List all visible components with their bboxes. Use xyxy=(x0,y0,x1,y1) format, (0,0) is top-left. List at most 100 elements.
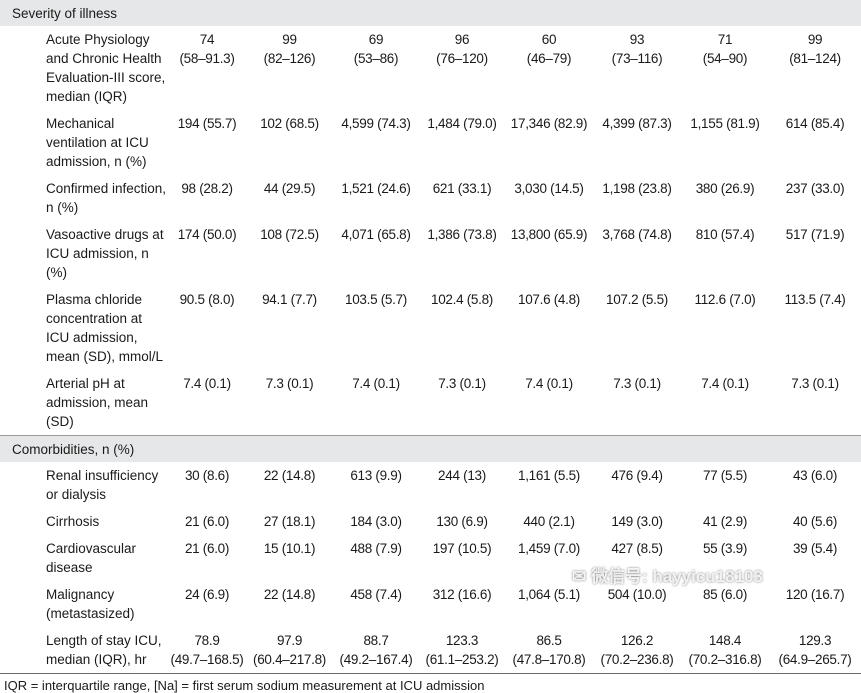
cell-range: (70.2–236.8) xyxy=(600,652,674,667)
cell-value: 7.4 (0.1) xyxy=(352,376,400,391)
cell-value: 504 (10.0) xyxy=(607,587,667,602)
row-label: Malignancy (metastasized) xyxy=(46,587,135,621)
cell-range: (81–124) xyxy=(789,51,841,66)
cell-value: 7.4 (0.1) xyxy=(525,376,573,391)
cell-value: 88.7 xyxy=(363,633,389,648)
cell-value: 93 xyxy=(629,32,645,47)
table-cell: 4,599 (74.3) xyxy=(333,110,419,175)
table-cell: 312 (16.6) xyxy=(419,581,505,627)
cell-range: (49.7–168.5) xyxy=(170,652,244,667)
cell-value: 13,800 (65.9) xyxy=(510,227,588,242)
table-row: Acute Physiology and Chronic Health Eval… xyxy=(0,26,861,110)
cell-value: 614 (85.4) xyxy=(785,116,845,131)
table-cell: 148.4 (70.2–316.8) xyxy=(681,627,769,674)
cell-value: 427 (8.5) xyxy=(611,541,663,556)
cell-value: 1,484 (79.0) xyxy=(427,116,497,131)
table-cell: 476 (9.4) xyxy=(593,462,681,508)
table-cell: 120 (16.7) xyxy=(769,581,861,627)
table-cell: 380 (26.9) xyxy=(681,175,769,221)
cell-range: (49.2–167.4) xyxy=(339,652,413,667)
cell-value: 24 (6.9) xyxy=(184,587,230,602)
table-cell: 30 (8.6) xyxy=(168,462,246,508)
table-cell: 1,459 (7.0) xyxy=(505,535,593,581)
table-cell: 44 (29.5) xyxy=(246,175,333,221)
table-cell: 27 (18.1) xyxy=(246,508,333,535)
table-row: Mechanical ventilation at ICU admission,… xyxy=(0,110,861,175)
table-cell: 102.4 (5.8) xyxy=(419,286,505,370)
row-label: Acute Physiology and Chronic Health Eval… xyxy=(46,32,166,104)
cell-value: 108 (72.5) xyxy=(260,227,319,242)
cell-value: 7.3 (0.1) xyxy=(265,376,314,391)
cell-range: (60.4–217.8) xyxy=(253,652,326,667)
table-cell: 13,800 (65.9) xyxy=(505,221,593,286)
cell-value: 21 (6.0) xyxy=(184,514,230,529)
table-cell: 86.5 (47.8–170.8) xyxy=(505,627,593,674)
table-cell: 93 (73–116) xyxy=(593,26,681,110)
table-cell: 41 (2.9) xyxy=(681,508,769,535)
table-row: Vasoactive drugs at ICU admission, n (%)… xyxy=(0,221,861,286)
table-cell: 113.5 (7.4) xyxy=(769,286,861,370)
table-cell: 244 (13) xyxy=(419,462,505,508)
cell-range: (70.2–316.8) xyxy=(688,652,762,667)
cell-value: 3,030 (14.5) xyxy=(514,181,584,196)
cell-value: 85 (6.0) xyxy=(702,587,748,602)
cell-value: 21 (6.0) xyxy=(184,541,230,556)
cell-value: 517 (71.9) xyxy=(785,227,845,242)
table-cell: 98 (28.2) xyxy=(168,175,246,221)
table-row: Malignancy (metastasized) 24 (6.9) 22 (14.… xyxy=(0,581,861,627)
table-cell: 7.3 (0.1) xyxy=(419,370,505,436)
cell-value: 107.6 (4.8) xyxy=(518,292,580,307)
watermark: ✉ 微信号: hayyicu18103 xyxy=(572,562,763,587)
cell-value: 129.3 xyxy=(798,633,832,648)
cell-value: 7.4 (0.1) xyxy=(701,376,749,391)
table-cell: 194 (55.7) xyxy=(168,110,246,175)
cell-value: 458 (7.4) xyxy=(350,587,402,602)
table-cell: 85 (6.0) xyxy=(681,581,769,627)
table-cell: 1,161 (5.5) xyxy=(505,462,593,508)
cell-value: 130 (6.9) xyxy=(436,514,488,529)
footnote: IQR = interquartile range, [Na] = first … xyxy=(4,678,485,693)
table-cell: 174 (50.0) xyxy=(168,221,246,286)
cell-value: 96 xyxy=(454,32,470,47)
cell-value: 99 xyxy=(807,32,823,47)
table-cell: 99 (82–126) xyxy=(246,26,333,110)
cell-value: 1,521 (24.6) xyxy=(341,181,411,196)
table-cell: 488 (7.9) xyxy=(333,535,419,581)
cell-value: 7.4 (0.1) xyxy=(183,376,231,391)
row-label: Cardiovascular disease xyxy=(46,541,137,575)
table-row: Arterial pH at admission, mean (SD) 7.4 (… xyxy=(0,370,861,436)
table-cell: 810 (57.4) xyxy=(681,221,769,286)
table-row: Length of stay ICU, median (IQR), hr 78.9… xyxy=(0,627,861,674)
cell-value: 1,155 (81.9) xyxy=(690,116,760,131)
cell-value: 17,346 (82.9) xyxy=(510,116,588,131)
cell-value: 102.4 (5.8) xyxy=(431,292,493,307)
table-cell: 1,521 (24.6) xyxy=(333,175,419,221)
table-cell: 112.6 (7.0) xyxy=(681,286,769,370)
cell-value: 149 (3.0) xyxy=(611,514,663,529)
table-cell: 107.2 (5.5) xyxy=(593,286,681,370)
table-cell: 7.3 (0.1) xyxy=(769,370,861,436)
cell-value: 60 xyxy=(541,32,557,47)
table-cell: 99 (81–124) xyxy=(769,26,861,110)
table-cell: 7.4 (0.1) xyxy=(168,370,246,436)
cell-value: 74 xyxy=(199,32,215,47)
table-cell: 90.5 (8.0) xyxy=(168,286,246,370)
cell-value: 440 (2.1) xyxy=(523,514,575,529)
table-cell: 22 (14.8) xyxy=(246,462,333,508)
cell-value: 197 (10.5) xyxy=(432,541,492,556)
cell-value: 55 (3.9) xyxy=(702,541,748,556)
table-cell: 1,155 (81.9) xyxy=(681,110,769,175)
cell-value: 4,599 (74.3) xyxy=(341,116,411,131)
cell-value: 41 (2.9) xyxy=(702,514,748,529)
cell-value: 4,399 (87.3) xyxy=(602,116,672,131)
row-label: Vasoactive drugs at ICU admission, n (%) xyxy=(46,227,164,280)
cell-value: 174 (50.0) xyxy=(177,227,237,242)
cell-value: 43 (6.0) xyxy=(792,468,838,483)
cell-value: 1,459 (7.0) xyxy=(518,541,580,556)
cell-range: (53–86) xyxy=(353,51,399,66)
cell-value: 77 (5.5) xyxy=(702,468,748,483)
row-label: Arterial pH at admission, mean (SD) xyxy=(46,376,149,429)
cell-value: 237 (33.0) xyxy=(785,181,845,196)
wechat-icon: ✉ xyxy=(572,567,587,586)
cell-value: 488 (7.9) xyxy=(350,541,402,556)
